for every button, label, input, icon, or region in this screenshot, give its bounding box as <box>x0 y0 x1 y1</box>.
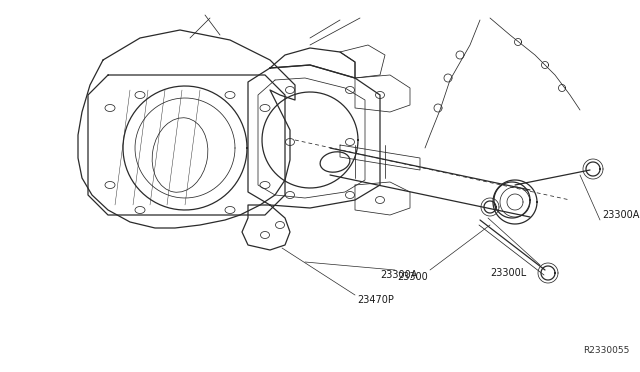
Text: 23300A: 23300A <box>380 270 417 280</box>
Text: R2330055: R2330055 <box>584 346 630 355</box>
Text: 23300: 23300 <box>397 272 428 282</box>
Text: 23470P: 23470P <box>357 295 394 305</box>
Text: 23300L: 23300L <box>490 268 526 278</box>
Text: 23300A: 23300A <box>602 210 639 220</box>
